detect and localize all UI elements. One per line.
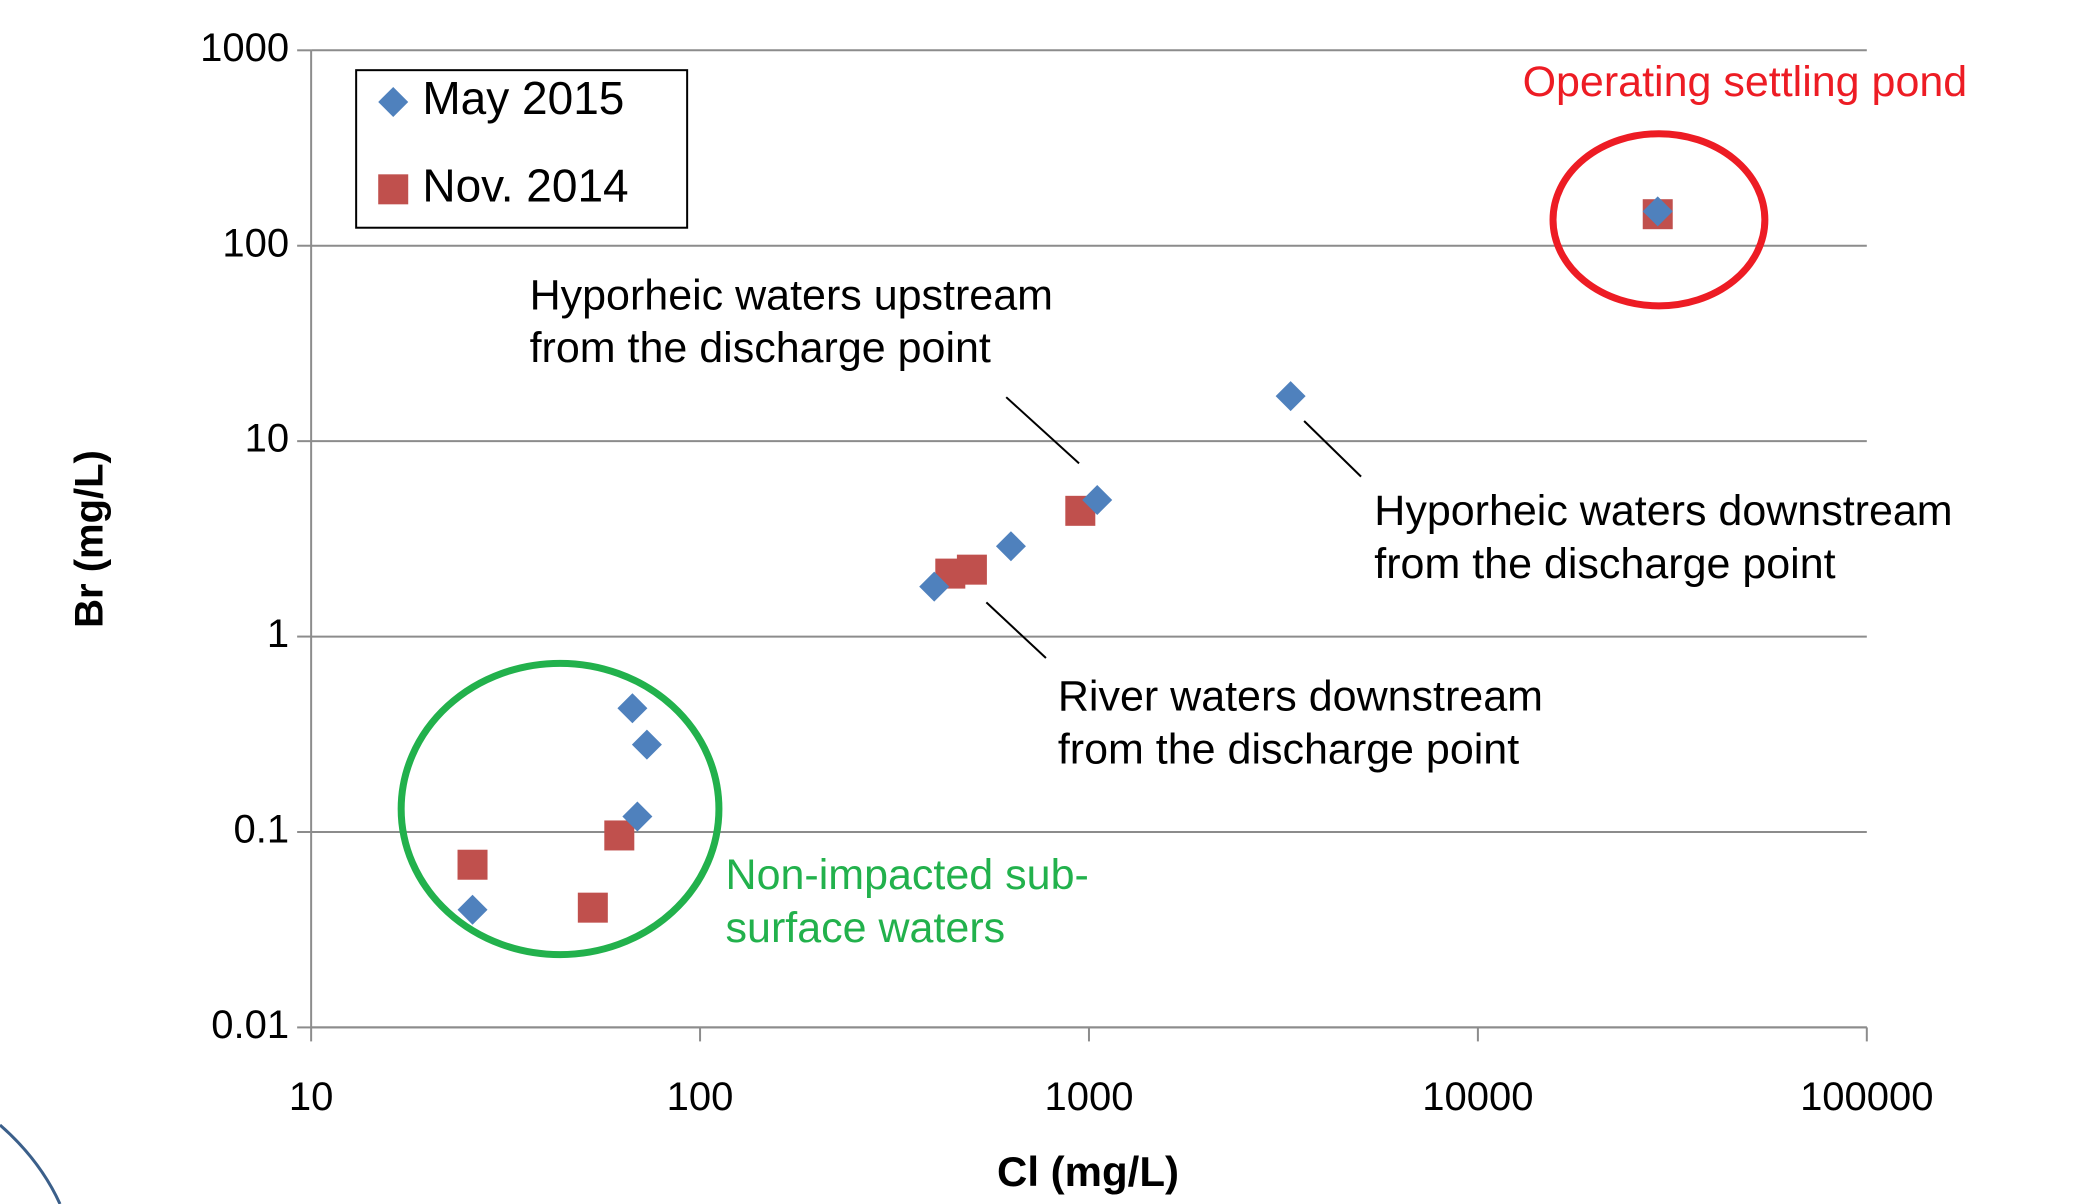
square-point xyxy=(604,820,635,851)
annotation: River waters downstream xyxy=(1058,672,1543,720)
highlight-circle xyxy=(397,659,723,959)
square-point xyxy=(577,892,608,923)
x-tick-label: 10 xyxy=(289,1075,334,1119)
diamond-point xyxy=(1275,381,1306,412)
diamond-point xyxy=(1082,484,1113,515)
annotation: surface waters xyxy=(726,904,1006,952)
annotation: from the discharge point xyxy=(1058,725,1519,773)
square-point xyxy=(457,849,488,880)
legend-box xyxy=(355,69,689,229)
y-tick-label: 1000 xyxy=(200,26,289,70)
diamond-point xyxy=(617,693,648,724)
x-tick-label: 100000 xyxy=(1800,1075,1933,1119)
x-tick-label: 1000 xyxy=(1044,1075,1133,1119)
annotation: Non-impacted sub- xyxy=(726,851,1089,899)
legend-marker xyxy=(378,174,409,205)
x-tick-label: 100 xyxy=(667,1075,734,1119)
legend-marker xyxy=(378,86,409,117)
square-point xyxy=(956,554,987,585)
diamond-point xyxy=(1642,196,1673,227)
y-tick-label: 0.01 xyxy=(211,1003,289,1047)
x-axis-label: Cl (mg/L) xyxy=(997,1148,1179,1195)
decoration-arc xyxy=(0,1123,62,1204)
diamond-point xyxy=(457,894,488,925)
leader-line xyxy=(1005,396,1080,465)
legend-label: Nov. 2014 xyxy=(422,159,628,211)
leader-line xyxy=(985,601,1047,659)
y-tick-label: 1 xyxy=(267,612,289,656)
annotation: Operating settling pond xyxy=(1523,58,1968,106)
annotation: Hyporheic waters upstream xyxy=(530,271,1053,319)
annotation: from the discharge point xyxy=(530,324,991,372)
diamond-point xyxy=(622,801,653,832)
leader-line xyxy=(1303,420,1362,478)
diamond-point xyxy=(995,531,1026,562)
legend-label: May 2015 xyxy=(422,72,624,124)
annotation: from the discharge point xyxy=(1374,540,1835,588)
highlight-circle xyxy=(1549,130,1769,310)
y-tick-label: 10 xyxy=(245,417,290,461)
y-tick-label: 0.1 xyxy=(234,808,290,852)
x-tick-label: 10000 xyxy=(1422,1075,1533,1119)
annotation: Hyporheic waters downstream xyxy=(1374,487,1952,535)
y-tick-label: 100 xyxy=(222,221,289,265)
diamond-point xyxy=(919,571,950,602)
y-axis-label: Br (mg/L) xyxy=(68,450,112,628)
diamond-point xyxy=(631,729,662,760)
